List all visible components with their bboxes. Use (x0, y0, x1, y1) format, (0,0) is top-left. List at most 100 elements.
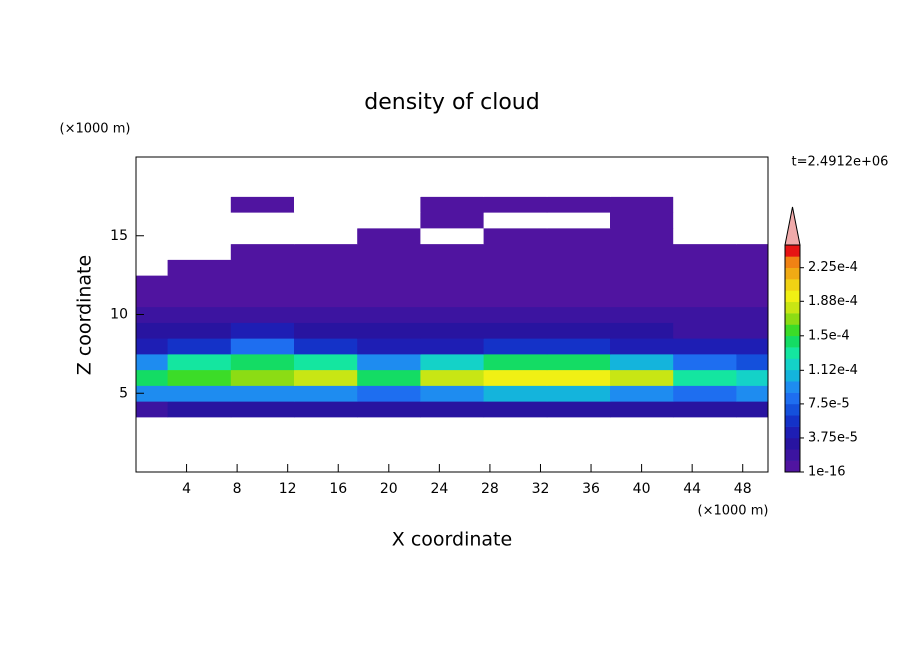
field-cell (610, 259, 674, 276)
field-cell (136, 401, 169, 418)
field-cell (673, 448, 737, 465)
field-cell (736, 416, 768, 434)
field-cell (483, 432, 548, 449)
field-cell (546, 180, 611, 197)
field-cell (673, 416, 737, 434)
field-cell (546, 322, 611, 339)
field-cell (610, 322, 674, 339)
colorbar-band (785, 437, 800, 450)
field-cell (357, 180, 421, 197)
field-cell (483, 157, 548, 166)
colorbar-band (785, 290, 800, 303)
field-cell (230, 180, 295, 197)
field-cell (357, 353, 421, 371)
field-cell (230, 432, 295, 449)
field-cell (546, 227, 611, 245)
field-cell (357, 275, 421, 292)
field-cell (673, 164, 737, 182)
colorbar-band (785, 403, 800, 416)
colorbar-label: 1.12e-4 (808, 363, 858, 378)
field-cell (294, 290, 358, 308)
field-cell (230, 243, 295, 260)
chart-title: density of cloud (364, 90, 539, 115)
field-cell (736, 275, 768, 292)
field-cell (610, 416, 674, 434)
field-cell (420, 353, 485, 371)
field-cell (610, 290, 674, 308)
field-cell (357, 227, 421, 245)
field-cell (673, 306, 737, 323)
colorbar-label: 7.5e-5 (808, 396, 850, 411)
field-cell (610, 432, 674, 449)
field-cell (167, 306, 232, 323)
colorbar-band (785, 335, 800, 348)
field-cell (167, 369, 232, 386)
field-cell (357, 164, 421, 182)
y-tick-label: 5 (119, 385, 128, 401)
field-cell (420, 416, 485, 434)
field-cell (673, 157, 737, 166)
colorbar-band (785, 369, 800, 382)
colorbar-band (785, 324, 800, 337)
field-cell (230, 464, 295, 472)
field-cell (357, 212, 421, 229)
field-cell (167, 448, 232, 465)
field-cell (136, 322, 169, 339)
field-cell (167, 275, 232, 292)
field-cell (230, 448, 295, 465)
field-cell (420, 164, 485, 182)
field-cell (546, 401, 611, 418)
colorbar-band (785, 460, 800, 473)
x-tick-label: 28 (481, 481, 499, 497)
colorbar-band (785, 245, 800, 257)
field-cell (546, 243, 611, 260)
field-cell (736, 259, 768, 276)
field-cell (294, 275, 358, 292)
field-cell (420, 243, 485, 260)
y-axis-label: Z coordinate (74, 255, 96, 375)
field-cell (230, 227, 295, 245)
field-cell (736, 448, 768, 465)
field-cell (483, 369, 548, 386)
field-cell (357, 448, 421, 465)
field-cell (357, 157, 421, 166)
field-cell (136, 259, 169, 276)
field-cell (736, 212, 768, 229)
field-cell (420, 290, 485, 308)
field-cell (736, 322, 768, 339)
field-cell (483, 306, 548, 323)
field-cell (420, 448, 485, 465)
field-cell (483, 448, 548, 465)
field-cell (294, 401, 358, 418)
x-tick-label: 44 (683, 481, 701, 497)
field-cell (167, 243, 232, 260)
colorbar-frame (784, 244, 801, 473)
field-cell (230, 212, 295, 229)
field-cell (294, 385, 358, 402)
colorbar-band (785, 392, 800, 405)
field-cell (230, 385, 295, 402)
field-cell (483, 401, 548, 418)
field-cell (136, 369, 169, 386)
field-cell (483, 164, 548, 182)
field-cell (610, 401, 674, 418)
y-unit: (×1000 m) (60, 122, 131, 137)
field-cell (420, 369, 485, 386)
field-cell (357, 338, 421, 355)
field-cell (167, 401, 232, 418)
field-cell (136, 306, 169, 323)
x-tick-label: 20 (380, 481, 398, 497)
field-cell (546, 306, 611, 323)
field-cell (420, 157, 485, 166)
field-cell (136, 416, 169, 434)
field-cell (357, 306, 421, 323)
field-cell (420, 432, 485, 449)
field-cell (610, 243, 674, 260)
field-cell (546, 385, 611, 402)
field-cell (610, 448, 674, 465)
field-cell (673, 401, 737, 418)
field-cell (673, 290, 737, 308)
colorbar-band (785, 358, 800, 371)
field-cell (420, 212, 485, 229)
field-cell (294, 157, 358, 166)
